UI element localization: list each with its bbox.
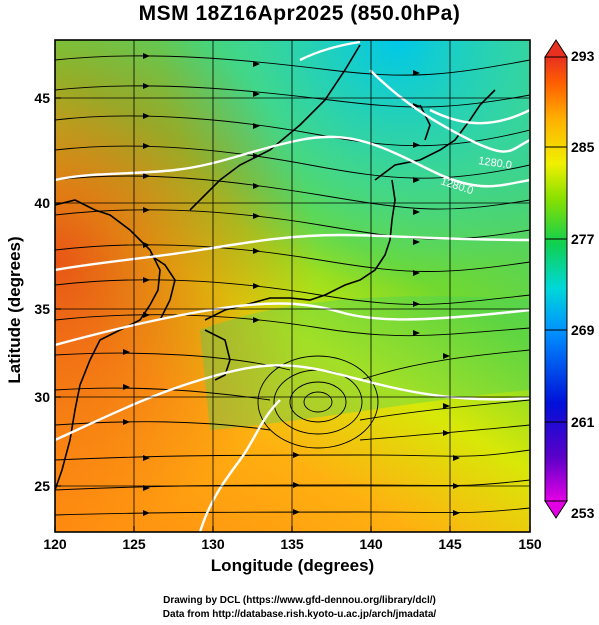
streamline-arrows <box>123 53 460 516</box>
x-tick-labels: 120 125 130 135 140 145 150 <box>43 536 542 552</box>
x-tick-label: 135 <box>280 536 304 552</box>
colorbar-top-arrow <box>544 39 568 58</box>
y-tick-label: 25 <box>34 478 50 494</box>
colorbar-label: 269 <box>571 322 595 338</box>
x-tick-label: 150 <box>518 536 542 552</box>
axis-ticks <box>54 97 531 532</box>
map-title: MSM 18Z16Apr2025 (850.0hPa) <box>138 2 461 25</box>
y-tick-label: 40 <box>34 195 50 211</box>
x-tick-label: 120 <box>43 536 67 552</box>
contour-label: 1280.0 <box>478 155 513 172</box>
x-tick-label: 125 <box>122 536 146 552</box>
colorbar-label: 293 <box>571 48 595 64</box>
credit-data: Data from http://database.rish.kyoto-u.a… <box>162 609 437 620</box>
y-tick-labels: 25 30 35 40 45 <box>34 90 50 494</box>
y-tick-label: 45 <box>34 90 50 106</box>
colorbar-scale <box>544 56 568 502</box>
y-tick-label: 30 <box>34 389 50 405</box>
coastlines <box>55 44 496 491</box>
colorbar-label: 285 <box>571 139 595 155</box>
credit-drawing: Drawing by DCL (https://www.gfd-dennou.o… <box>163 595 436 606</box>
colorbar-label: 261 <box>571 414 595 430</box>
y-tick-label: 35 <box>34 301 50 317</box>
colorbar-labels: 293 285 277 269 261 253 <box>571 48 595 521</box>
x-tick-label: 145 <box>438 536 462 552</box>
x-axis-label: Longitude (degrees) <box>210 556 375 575</box>
y-axis-label: Latitude (degrees) <box>5 236 24 384</box>
streamlines <box>55 55 530 516</box>
x-tick-label: 140 <box>359 536 383 552</box>
x-tick-label: 130 <box>201 536 225 552</box>
colorbar-bottom-arrow <box>544 500 568 519</box>
colorbar-label: 253 <box>571 505 595 521</box>
grid-lines <box>55 40 530 532</box>
colorbar: 293 285 277 269 261 253 <box>544 39 595 521</box>
y-axis-label-wrap: Latitude (degrees) <box>2 210 28 410</box>
colorbar-label: 277 <box>571 231 595 247</box>
